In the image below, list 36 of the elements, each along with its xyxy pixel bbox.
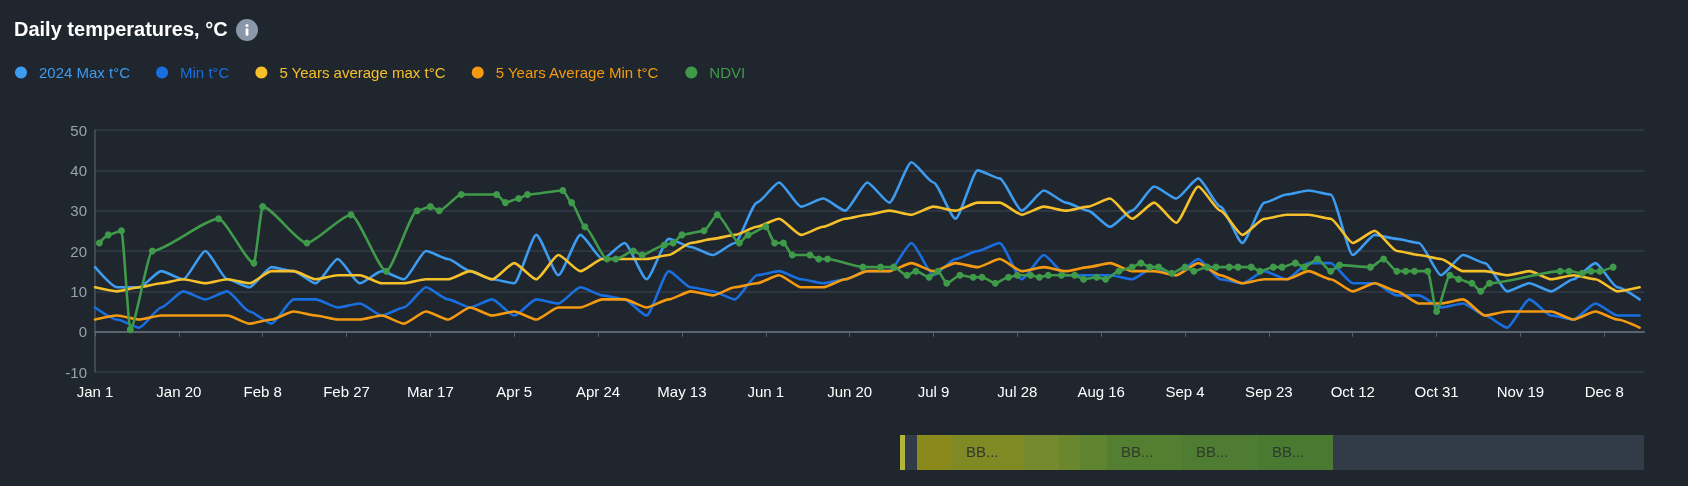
x-tick-label: Jun 20 xyxy=(827,383,873,400)
x-tick-label: Sep 23 xyxy=(1245,383,1293,400)
x-tick-label: Apr 24 xyxy=(575,383,621,400)
x-tick-label: Mar 17 xyxy=(407,383,454,400)
y-tick-label: 0 xyxy=(78,323,87,341)
y-tick-label: 30 xyxy=(70,202,87,220)
y-tick-label: 50 xyxy=(70,121,87,139)
x-tick-label: Jan 20 xyxy=(156,383,202,400)
x-tick-label: Feb 27 xyxy=(323,383,370,400)
y-tick-label: 40 xyxy=(70,161,87,179)
x-tick-label: Sep 4 xyxy=(1165,383,1205,400)
stage-timeline: BB... BB... BB... BB... xyxy=(900,435,1644,470)
line-series xyxy=(93,160,1641,301)
line-series xyxy=(93,185,1641,293)
x-tick-label: Jan 1 xyxy=(76,383,114,400)
legend-label: 2024 Max t°C xyxy=(39,64,131,81)
x-tick-label: Oct 12 xyxy=(1330,383,1375,400)
y-tick-label: 10 xyxy=(70,282,87,300)
x-tick-label: Dec 8 xyxy=(1584,383,1624,400)
legend-label: 5 Years Average Min t°C xyxy=(495,64,659,81)
x-tick-label: Oct 31 xyxy=(1414,383,1459,400)
y-tick-label: -10 xyxy=(65,363,87,381)
legend-label: Min t°C xyxy=(180,64,230,81)
x-tick-label: Aug 16 xyxy=(1077,383,1125,400)
y-tick-label: 20 xyxy=(70,242,87,260)
x-tick-label: Jun 1 xyxy=(747,383,785,400)
x-tick-label: May 13 xyxy=(657,383,707,400)
legend-label: 5 Years average max t°C xyxy=(279,64,446,81)
legend-label: NDVI xyxy=(709,64,746,81)
x-tick-label: Nov 19 xyxy=(1496,383,1545,400)
x-tick-label: Jul 28 xyxy=(997,383,1038,400)
x-tick-label: Apr 5 xyxy=(496,383,533,400)
x-tick-label: Jul 9 xyxy=(917,383,950,400)
line-series xyxy=(93,257,1641,329)
chart-title: Daily temperatures, °C xyxy=(14,18,228,41)
x-tick-label: Feb 8 xyxy=(243,383,282,400)
